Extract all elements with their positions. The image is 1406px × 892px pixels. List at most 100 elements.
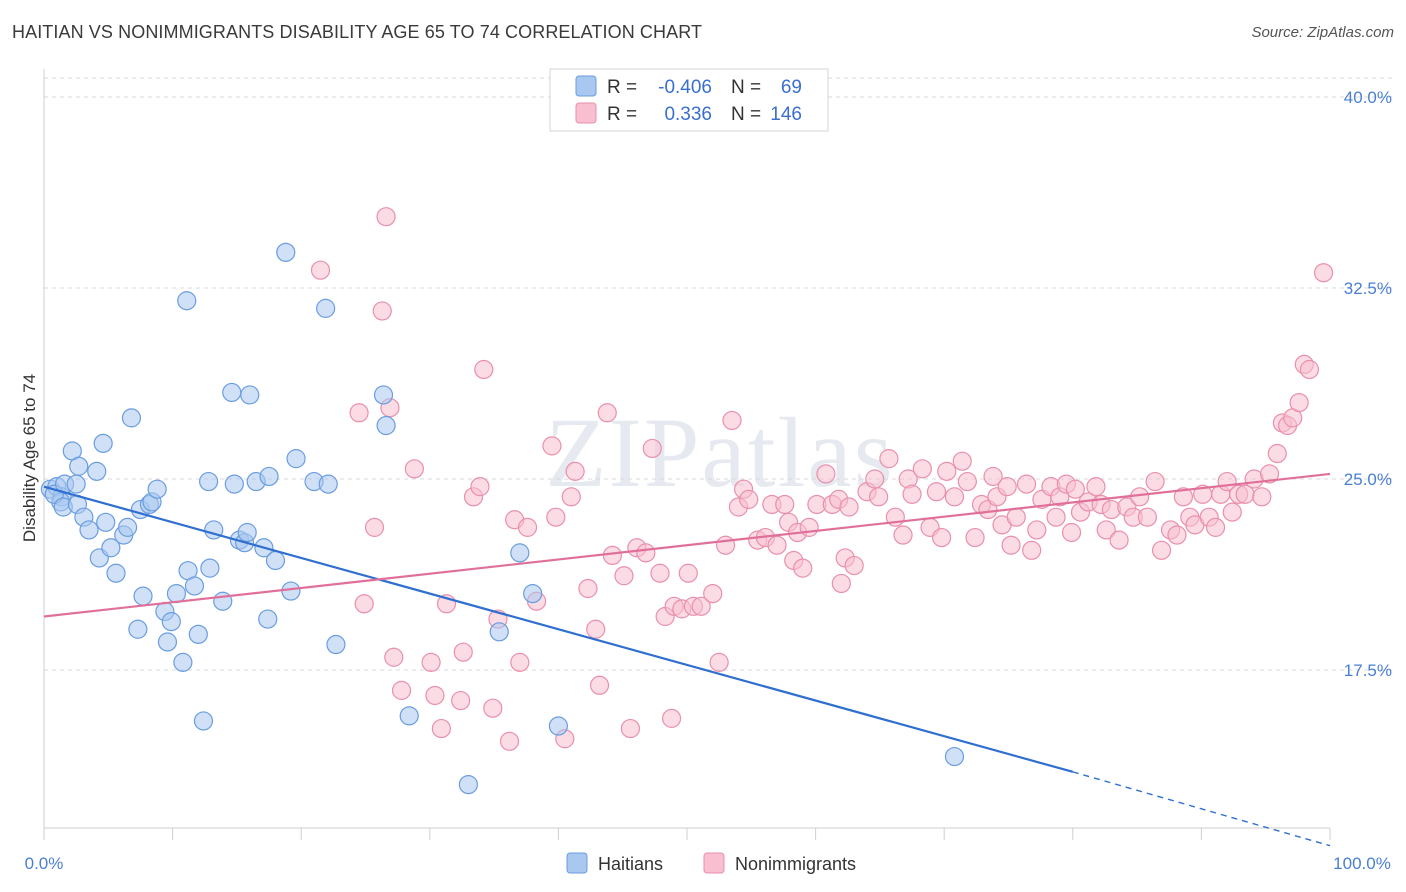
series-legend: Haitians Nonimmigrants [566, 852, 856, 874]
nonimmigrants-point [879, 449, 899, 469]
nonimmigrants-point [499, 731, 520, 751]
haitians-point [318, 474, 338, 494]
haitians-trend-line [43, 485, 1074, 773]
nonimmigrants-point [589, 675, 610, 695]
nonimmigrants-point [1109, 530, 1129, 550]
y-tick-label: 17.5% [1344, 661, 1392, 680]
nonimmigrants-point [869, 487, 889, 507]
x-tick-label-min: 0.0% [25, 854, 64, 873]
nonimmigrants-point [421, 652, 441, 672]
haitians-point [121, 408, 142, 428]
nonimmigrants-point [739, 489, 759, 509]
nonimmigrants-point [642, 438, 662, 459]
nonimmigrants-point [997, 477, 1017, 497]
nonimmigrants-point [310, 260, 331, 280]
nonimmigrants-point [578, 578, 598, 599]
haitians-point [200, 558, 220, 578]
haitians-point [265, 550, 286, 571]
nonimmigrants-point [937, 461, 957, 481]
haitians-point [117, 517, 138, 537]
nonimmigrants-point [1145, 471, 1165, 492]
haitians-point [128, 619, 148, 639]
nonimmigrants-point [650, 563, 670, 583]
series-legend-label-nonimmigrants: Nonimmigrants [735, 854, 856, 874]
nonimmigrants-point [775, 494, 795, 515]
nonimmigrants-point [614, 566, 634, 586]
series-legend-swatch-nonimmigrants [703, 852, 725, 874]
nonimmigrants-point [586, 619, 606, 639]
haitians-point [79, 520, 99, 540]
nonimmigrants-point [354, 594, 374, 614]
nonimmigrants-point [470, 477, 490, 497]
nonimmigrants-point [1022, 540, 1042, 560]
haitians-point [944, 746, 965, 767]
grid [44, 77, 1392, 671]
nonimmigrants-point [597, 403, 617, 423]
nonimmigrants-point [865, 469, 885, 489]
nonimmigrants-point [1046, 507, 1066, 527]
haitians-point [166, 583, 187, 604]
y-axis-title: Disability Age 65 to 74 [20, 374, 39, 542]
nonimmigrants-point [703, 583, 723, 604]
legend-n-label-nonimmigrants: N = [731, 104, 761, 125]
haitians-point [489, 622, 509, 642]
chart-title: HAITIAN VS NONIMMIGRANTS DISABILITY AGE … [12, 22, 703, 42]
nonimmigrants-point [1001, 535, 1021, 555]
haitians-point [173, 652, 193, 672]
nonimmigrants-point [1137, 507, 1157, 527]
haitians-point [224, 474, 244, 494]
haitians-point [69, 456, 89, 476]
haitians-point [106, 563, 126, 583]
y-tick-label: 40.0% [1344, 88, 1392, 107]
haitians-point [222, 382, 242, 403]
nonimmigrants-point [561, 487, 581, 507]
legend-r-value-haitians: -0.406 [658, 77, 712, 98]
nonimmigrants-point [451, 690, 471, 711]
series-legend-swatch-haitians [566, 852, 588, 874]
haitians-point [237, 522, 257, 543]
haitians-point [147, 479, 167, 499]
nonimmigrants-point [1252, 487, 1272, 507]
haitians-point [87, 461, 107, 481]
nonimmigrants-point [952, 451, 972, 471]
nonimmigrants-series [310, 207, 1334, 751]
x-ticks [43, 828, 1331, 840]
nonimmigrants-point [831, 573, 851, 594]
y-tick-label: 25.0% [1344, 470, 1392, 489]
haitians-point [93, 433, 113, 453]
nonimmigrants-point [1222, 502, 1242, 522]
nonimmigrants-point [709, 652, 729, 672]
y-tick-labels: 17.5% 25.0% 32.5% 40.0% [1344, 88, 1392, 680]
haitians-point [101, 538, 121, 558]
nonimmigrants-point [932, 527, 952, 548]
legend-swatch-nonimmigrants [575, 102, 597, 124]
legend-n-value-haitians: 69 [781, 77, 802, 98]
haitians-point [510, 543, 530, 563]
y-tick-label: 32.5% [1344, 279, 1392, 298]
nonimmigrants-point [944, 487, 965, 507]
nonimmigrants-point [364, 517, 385, 537]
haitians-point [193, 711, 214, 731]
nonimmigrants-point [376, 207, 396, 227]
nonimmigrants-point [391, 680, 412, 700]
nonimmigrants-point [965, 527, 985, 548]
legend-swatch-haitians [575, 75, 597, 97]
haitians-point [199, 471, 219, 492]
nonimmigrants-point [1086, 477, 1106, 497]
nonimmigrants-point [1151, 540, 1172, 560]
haitians-series [40, 242, 965, 795]
haitians-point [523, 583, 543, 604]
nonimmigrants-point [384, 647, 404, 667]
haitians-point [259, 466, 279, 487]
haitians-point [316, 298, 336, 318]
nonimmigrants-point [793, 558, 813, 578]
nonimmigrants-point [620, 718, 641, 739]
nonimmigrants-point [404, 459, 424, 479]
haitians-point [133, 586, 153, 606]
nonimmigrants-point [1205, 517, 1226, 537]
haitians-point [66, 474, 86, 494]
haitians-point [258, 609, 278, 629]
legend-n-value-nonimmigrants: 146 [770, 104, 802, 125]
haitians-point [161, 612, 181, 632]
legend-n-label-haitians: N = [731, 77, 761, 98]
